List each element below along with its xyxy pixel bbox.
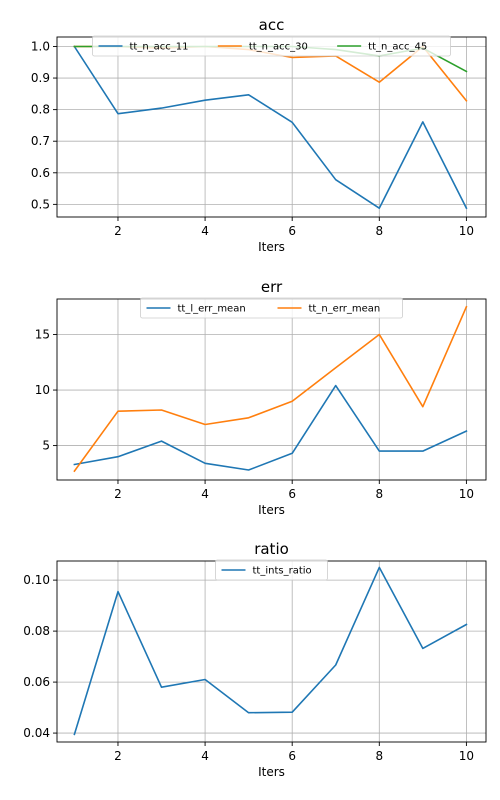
x-tick-label: 10 <box>459 224 474 238</box>
y-tick-label: 0.10 <box>23 573 50 587</box>
y-tick-label: 5 <box>42 439 50 453</box>
chart-title: acc <box>259 16 285 34</box>
legend-box <box>92 35 451 57</box>
y-tick-label: 0.08 <box>23 624 50 638</box>
series-line-tt_n_acc_11 <box>73 45 468 210</box>
legend-label: tt_n_acc_30 <box>249 42 308 53</box>
legend-label: tt_n_err_mean <box>309 304 381 315</box>
x-tick-label: 10 <box>459 749 474 763</box>
x-tick-label: 8 <box>375 749 383 763</box>
chart-ratio: ratio 2 4 6 8 10 0.04 0.06 0.08 0.10 Iters tt_ints_… <box>23 540 487 779</box>
legend-box <box>140 297 403 319</box>
chart-title: err <box>261 278 283 296</box>
x-axis-label: Iters <box>258 240 285 254</box>
x-tick-label: 4 <box>201 749 209 763</box>
legend-label: tt_n_acc_11 <box>130 42 189 53</box>
x-tick-label: 6 <box>288 749 296 763</box>
x-tick-label: 10 <box>459 487 474 501</box>
x-axis-label: Iters <box>258 765 285 779</box>
series-line-tt_n_err_mean <box>73 305 468 473</box>
chart-err: err 2 4 6 8 10 5 10 15 Iters tt_l_err_mean tt_n_err… <box>35 278 487 517</box>
legend: tt_n_acc_11 tt_n_acc_30 tt_n_acc_45 <box>92 35 451 57</box>
x-tick-label: 2 <box>114 487 122 501</box>
y-tick-label: 0.8 <box>31 103 50 117</box>
y-tick-label: 10 <box>35 383 50 397</box>
x-axis-label: Iters <box>258 503 285 517</box>
x-tick-label: 6 <box>288 487 296 501</box>
x-tick-label: 2 <box>114 224 122 238</box>
chart-acc: acc 2 4 6 8 10 0.5 0.6 0.7 0.8 0.9 1.0 Iters tt_n_acc… <box>31 16 487 254</box>
legend: tt_ints_ratio <box>215 559 328 581</box>
legend: tt_l_err_mean tt_n_err_mean <box>140 297 403 319</box>
series-line-tt_l_err_mean <box>73 384 468 471</box>
y-tick-label: 0.6 <box>31 166 50 180</box>
x-tick-label: 4 <box>201 224 209 238</box>
legend-label: tt_ints_ratio <box>253 566 312 577</box>
y-tick-label: 0.9 <box>31 71 50 85</box>
x-tick-label: 2 <box>114 749 122 763</box>
x-tick-label: 6 <box>288 224 296 238</box>
y-tick-label: 0.06 <box>23 675 50 689</box>
chart-title: ratio <box>254 540 289 558</box>
x-tick-label: 4 <box>201 487 209 501</box>
legend-label: tt_l_err_mean <box>178 304 246 315</box>
x-tick-label: 8 <box>375 487 383 501</box>
y-tick-label: 0.04 <box>23 726 50 740</box>
y-tick-label: 15 <box>35 328 50 342</box>
x-tick-label: 8 <box>375 224 383 238</box>
legend-box <box>215 559 328 581</box>
y-tick-label: 0.5 <box>31 197 50 211</box>
y-tick-label: 0.7 <box>31 134 50 148</box>
legend-label: tt_n_acc_45 <box>368 42 427 53</box>
series-line-tt_ints_ratio <box>73 566 468 736</box>
y-tick-label: 1.0 <box>31 39 50 53</box>
